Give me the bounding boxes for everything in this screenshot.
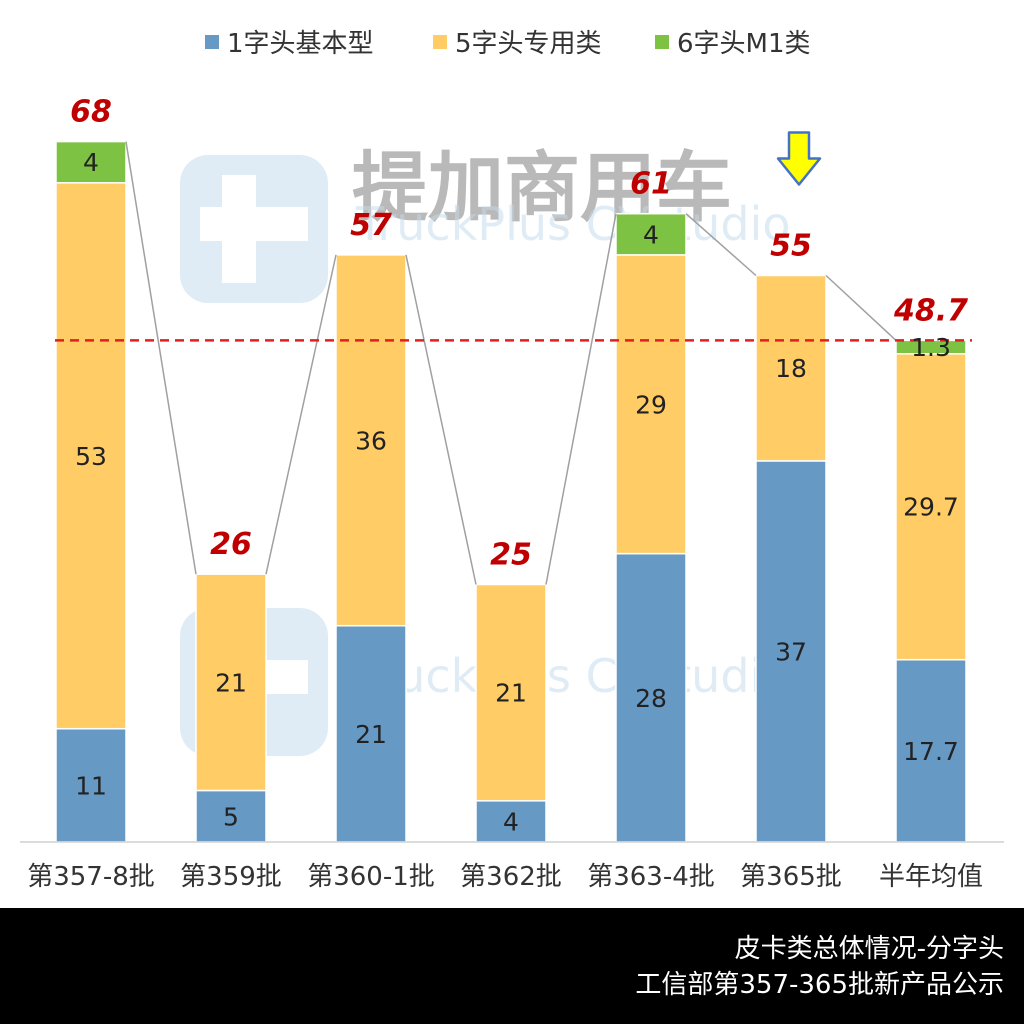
bar-segment: [55, 182, 127, 730]
watermark-logo-icon: [180, 155, 328, 303]
data-label: 28: [635, 684, 667, 713]
bar-segment: [895, 353, 967, 661]
bar-segment: [55, 140, 127, 184]
bar-segment: [55, 727, 127, 843]
data-label: 36: [355, 426, 387, 455]
total-connectors: [125, 141, 897, 585]
legend-swatch-1: [205, 35, 219, 49]
value-labels: 11 53 4 5 21 21 36 4 21 28 29 4 37 18 17.7 29.7 1.3 68 26 5…: [70, 95, 968, 837]
watermark-cross-v: [222, 175, 256, 283]
data-label: 11: [75, 771, 107, 800]
data-label: 53: [75, 442, 107, 471]
x-tick-label: 半年均值: [879, 862, 983, 892]
connector-line: [405, 254, 477, 585]
watermark-cross-h: [200, 207, 308, 241]
legend-label-1: 1字头基本型: [227, 29, 374, 59]
data-label: 17.7: [903, 737, 959, 766]
connector-line: [825, 274, 897, 341]
bar-segment: [335, 624, 407, 843]
bars-group: [55, 140, 967, 843]
bar-segment: [755, 274, 827, 462]
total-label: 25: [490, 538, 532, 573]
data-label: 5: [223, 802, 239, 831]
data-label: 21: [495, 679, 527, 708]
connector-line: [125, 141, 197, 575]
legend-swatch-2: [433, 35, 447, 49]
legend: 1字头基本型 5字头专用类 6字头M1类: [205, 29, 811, 59]
total-label: 68: [70, 95, 112, 130]
connector-line: [265, 254, 337, 575]
data-label: 29: [635, 390, 667, 419]
bar-segment: [335, 254, 407, 627]
bar-segment: [195, 573, 267, 792]
footer-title: 皮卡类总体情况-分字头: [734, 934, 1004, 964]
legend-label-3: 6字头M1类: [677, 29, 811, 59]
down-arrow-icon: [776, 131, 822, 186]
x-tick-label: 第363-4批: [587, 862, 715, 892]
bar-segment: [475, 583, 547, 802]
total-label: 55: [770, 229, 812, 264]
bar-segment: [475, 800, 547, 843]
x-tick-label: 第359批: [180, 862, 282, 892]
data-label: 37: [775, 637, 807, 666]
x-tick-label: 第365批: [740, 862, 842, 892]
data-label: 29.7: [903, 493, 959, 522]
legend-swatch-3: [655, 35, 669, 49]
data-label: 1.3: [911, 333, 951, 362]
x-tick-label: 第357-8批: [27, 862, 155, 892]
footer-caption: 皮卡类总体情况-分字头 工信部第357-365批新产品公示: [0, 908, 1024, 1024]
footer-source: 工信部第357-365批新产品公示: [635, 970, 1004, 1000]
total-label: 26: [210, 527, 252, 562]
data-label: 21: [355, 720, 387, 749]
data-label: 18: [775, 354, 807, 383]
x-axis: 第357-8批 第359批 第360-1批 第362批 第363-4批 第365批 半年均值: [20, 841, 1004, 892]
data-label: 21: [215, 668, 247, 697]
connector-line: [545, 213, 617, 585]
total-label: 57: [350, 208, 392, 243]
x-tick-label: 第362批: [460, 862, 562, 892]
x-tick-label: 第360-1批: [307, 862, 435, 892]
connector-line: [685, 213, 757, 277]
total-label: 61: [630, 167, 672, 202]
watermark-sub: TruckPlus CVstudio: [355, 649, 790, 703]
data-label: 4: [503, 807, 519, 836]
legend-label-2: 5字头专用类: [455, 29, 602, 59]
bar-segment: [615, 212, 687, 256]
total-label: 48.7: [893, 293, 968, 328]
highlight-arrow: [776, 131, 822, 186]
data-label: 4: [83, 148, 99, 177]
data-label: 4: [643, 220, 659, 249]
